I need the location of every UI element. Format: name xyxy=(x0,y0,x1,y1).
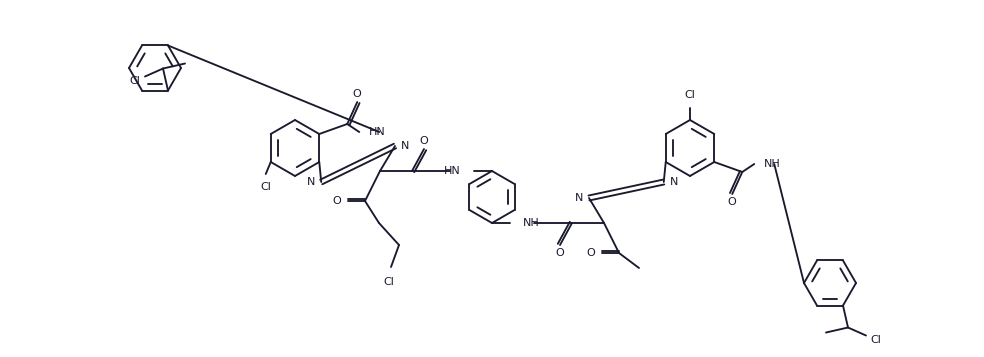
Text: O: O xyxy=(556,248,565,258)
Text: HN: HN xyxy=(369,127,386,137)
Text: Cl: Cl xyxy=(685,90,696,100)
Text: NH: NH xyxy=(523,218,540,228)
Text: Cl: Cl xyxy=(130,76,141,86)
Text: O: O xyxy=(728,197,737,207)
Text: Cl: Cl xyxy=(384,277,395,287)
Text: N: N xyxy=(670,177,678,187)
Text: O: O xyxy=(333,196,341,206)
Text: Cl: Cl xyxy=(871,335,882,345)
Text: Cl: Cl xyxy=(261,182,272,192)
Text: HN: HN xyxy=(444,166,461,176)
Text: N: N xyxy=(307,177,315,187)
Text: O: O xyxy=(353,89,362,99)
Text: NH: NH xyxy=(765,159,781,169)
Text: N: N xyxy=(575,193,583,203)
Text: N: N xyxy=(401,141,409,151)
Text: O: O xyxy=(419,136,428,146)
Text: O: O xyxy=(586,248,595,258)
